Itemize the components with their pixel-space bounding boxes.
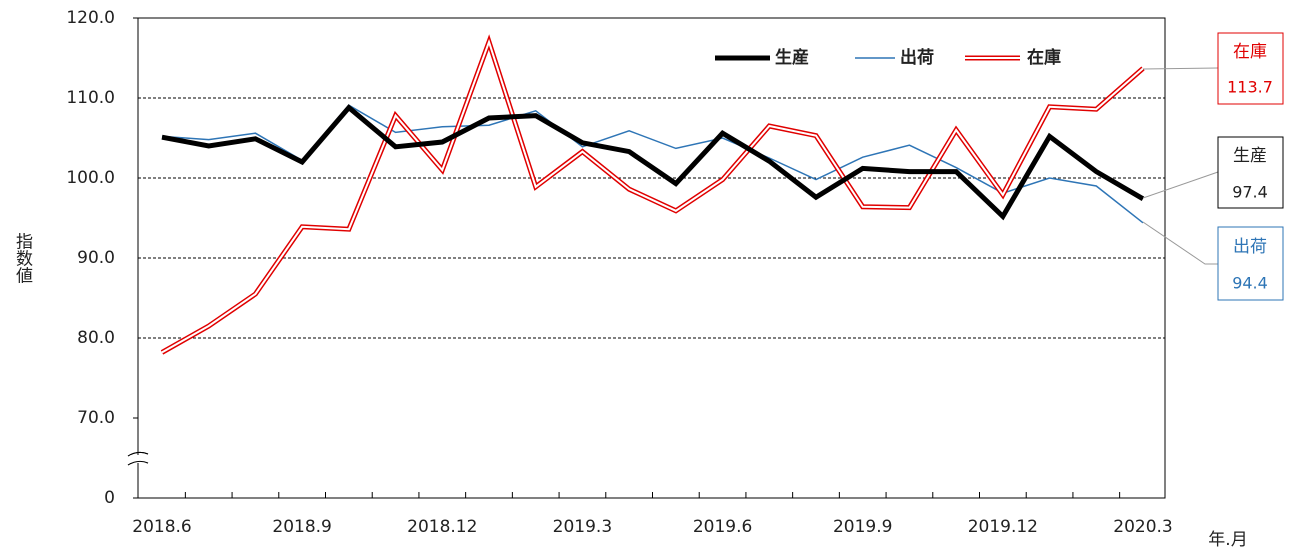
callout-box [1217, 136, 1284, 209]
series-line [161, 104, 1144, 224]
x-tick-label: 2019.3 [553, 517, 612, 537]
series-line [161, 104, 1145, 221]
callout-leader [1142, 171, 1219, 199]
legend-label: 在庫 [1027, 47, 1061, 68]
y-tick-label: 0 [104, 488, 115, 508]
callout-value: 97.4 [1232, 183, 1268, 202]
axis-break-gap [130, 455, 148, 463]
x-tick-label: 2018.9 [272, 517, 331, 537]
x-tick-label: 2018.12 [407, 517, 477, 537]
callout-name: 生産 [1233, 146, 1267, 166]
legend-label: 生産 [775, 47, 809, 68]
y-tick-label: 90.0 [77, 248, 115, 268]
series-line-inner [161, 38, 1144, 354]
legend: 生産 出荷 在庫 [715, 47, 1061, 68]
callout-name: 在庫 [1233, 42, 1267, 62]
callout-box [1217, 32, 1284, 105]
x-tick-label: 2019.6 [693, 517, 752, 537]
y-tick-label: 110.0 [66, 88, 115, 108]
callout-leader [1142, 67, 1219, 70]
y-tick-label: 80.0 [77, 328, 115, 348]
callout-value: 94.4 [1232, 274, 1268, 293]
y-tick-label: 70.0 [77, 408, 115, 428]
x-axis-label: 年.月 [1208, 530, 1247, 550]
callout-leader [1142, 221, 1218, 265]
y-axis-label: 指数値 [12, 232, 33, 283]
series-line [160, 34, 1145, 355]
callout-box [1217, 226, 1284, 301]
callout-name: 出荷 [1233, 237, 1267, 257]
y-tick-label: 100.0 [66, 168, 115, 188]
x-tick-label: 2020.3 [1113, 517, 1172, 537]
x-tick-label: 2018.6 [132, 517, 191, 537]
axis-break-mark [127, 451, 149, 466]
callout-value: 113.7 [1227, 78, 1273, 97]
callouts: 在庫 113.7 生産 97.4 出荷 94.4 [1142, 32, 1284, 301]
y-tick-label: 120.0 [66, 8, 115, 28]
legend-label: 出荷 [900, 47, 934, 68]
x-tick-label: 2019.9 [833, 517, 892, 537]
x-tick-label: 2019.12 [968, 517, 1038, 537]
